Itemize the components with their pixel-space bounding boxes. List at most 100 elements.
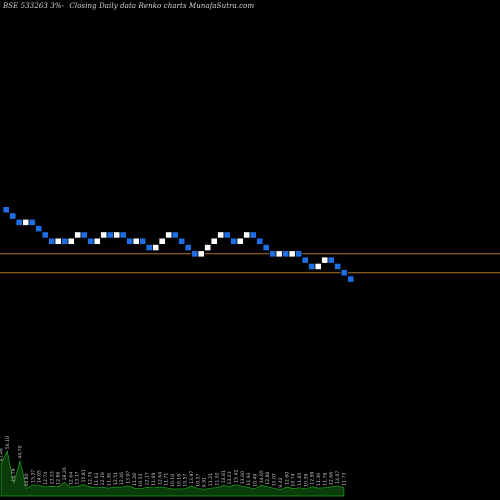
volume-area <box>0 450 345 497</box>
renko-brick-down <box>48 237 56 245</box>
volume-label: 15.81 <box>81 469 87 482</box>
volume-label: 11.69 <box>151 473 157 486</box>
renko-brick-down <box>145 243 153 252</box>
volume-label: 12.64 <box>157 472 163 485</box>
volume-label: 10.53 <box>138 473 144 486</box>
volume-label: 11.63 <box>94 473 100 486</box>
volume-label: 18.26 <box>62 467 68 480</box>
volume-label: 12.64 <box>68 472 74 485</box>
renko-brick-down <box>2 206 10 214</box>
volume-label: 11.28 <box>132 473 138 486</box>
volume-label: 12.76 <box>87 472 93 485</box>
volume-label: 10.39 <box>303 474 309 487</box>
volume-label: 41.48 <box>0 448 5 461</box>
renko-brick-up <box>93 237 101 245</box>
volume-label: 12.86 <box>56 472 62 485</box>
volume-label: 10.57 <box>183 473 189 486</box>
renko-brick-up <box>74 231 82 239</box>
volume-label: 13.97 <box>126 471 132 484</box>
volume-label: 10.74 <box>291 473 297 486</box>
renko-brick-down <box>80 231 88 239</box>
volume-label: 12.99 <box>310 471 316 484</box>
volume-label: 12.17 <box>145 472 151 485</box>
volume-label: 12.74 <box>43 472 49 485</box>
chart-header: BSE 533263 3%- Closing Daily data Renko … <box>3 2 257 10</box>
volume-label: 11.07 <box>272 473 278 486</box>
volume-label: 12.19 <box>100 472 106 485</box>
volume-label: 11.93 <box>246 472 252 485</box>
reference-lines <box>0 253 500 274</box>
volume-label: 13.23 <box>227 471 233 484</box>
renko-brick-down <box>9 212 17 220</box>
volume-label: 11.21 <box>208 473 214 486</box>
volume-label: 11.36 <box>106 473 112 486</box>
volume-label: 15.37 <box>30 470 36 483</box>
renko-brick-up <box>113 231 121 239</box>
volume-label: 11.73 <box>341 473 347 486</box>
renko-brick-down <box>119 231 127 239</box>
volume-label: 44.70 <box>18 445 24 458</box>
renko-brick-down <box>106 231 114 239</box>
renko-brick-down <box>334 262 342 270</box>
volume-label: 56.10 <box>5 436 11 449</box>
renko-brick-down <box>295 250 303 258</box>
renko-brick-up <box>288 250 296 258</box>
renko-brick-up <box>54 237 62 245</box>
volume-label: 14.81 <box>221 470 227 483</box>
renko-brick-up <box>243 231 251 239</box>
volume-label: 12.51 <box>113 472 119 485</box>
volume-label: 12.66 <box>329 472 335 485</box>
renko-brick-up <box>210 237 218 245</box>
renko-brick-up <box>275 250 283 258</box>
volume-label: 16.79 <box>11 468 17 481</box>
volume-label: 11.92 <box>214 472 220 485</box>
volume-label: 14.07 <box>335 471 341 484</box>
renko-brick-down <box>301 256 309 264</box>
renko-brick-down <box>340 269 348 277</box>
renko-brick-up <box>321 256 329 264</box>
volume-label: 10.16 <box>170 474 176 487</box>
volume-label: 10.57 <box>195 473 201 486</box>
renko-brick-down <box>139 237 147 245</box>
renko-brick-down <box>178 237 186 245</box>
volume-label: 14.65 <box>37 470 43 483</box>
renko-bricks <box>2 206 355 283</box>
renko-brick-down <box>41 231 49 239</box>
volume-label: 10.49 <box>253 474 259 487</box>
renko-brick-down <box>223 231 231 239</box>
volume-label: 10.16 <box>176 474 182 487</box>
volume-label: 13.60 <box>240 471 246 484</box>
volume-label: 13.17 <box>75 471 81 484</box>
volume-label: 9.22 <box>278 477 284 487</box>
volume-label: 13.33 <box>49 471 55 484</box>
renko-brick-up <box>204 243 212 252</box>
renko-brick-down <box>15 218 23 226</box>
volume-label: 11.36 <box>316 473 322 486</box>
renko-brick-up <box>22 218 30 226</box>
renko-brick-up <box>158 237 166 245</box>
renko-brick-up <box>165 231 173 239</box>
renko-brick-down <box>347 275 355 283</box>
renko-brick-down <box>230 237 238 245</box>
renko-brick-down <box>61 237 69 245</box>
renko-brick-down <box>256 237 264 245</box>
volume-label: 12.60 <box>284 472 290 485</box>
volume-label: 11.65 <box>297 473 303 486</box>
volume-label: 10.80 <box>24 473 30 486</box>
renko-brick-down <box>126 237 134 245</box>
volume-label: 15.42 <box>233 469 239 482</box>
renko-brick-down <box>35 225 43 233</box>
volume-panel <box>0 450 345 497</box>
symbol-label: BSE 533263 3%- <box>3 2 65 10</box>
renko-brick-down <box>171 231 179 239</box>
renko-brick-up <box>197 250 205 258</box>
renko-brick-up <box>100 231 108 239</box>
chart-description: Closing Daily data Renko charts MunafaSu… <box>69 2 255 10</box>
renko-brick-down <box>249 231 257 239</box>
renko-brick-down <box>282 250 290 258</box>
renko-brick-up <box>152 243 160 252</box>
volume-label: 11.71 <box>164 473 170 486</box>
renko-brick-up <box>67 237 75 245</box>
